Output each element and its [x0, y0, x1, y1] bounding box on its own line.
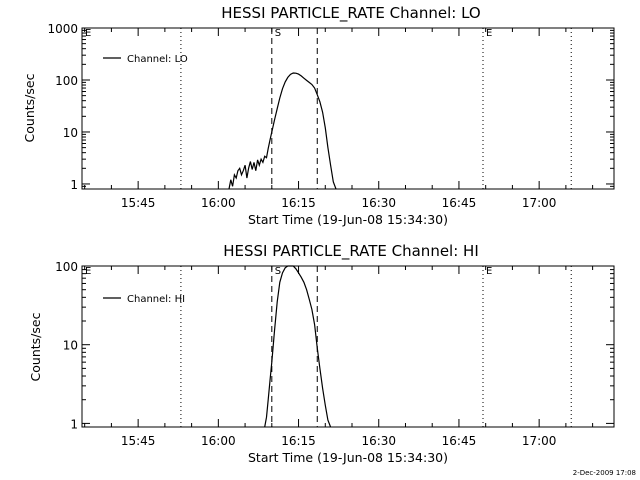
hi-x-axis: 15:45 16:00 16:15 16:30 16:45 17:00	[84, 266, 594, 448]
hi-marker-label: S	[275, 266, 281, 277]
hi-x-axis-label: Start Time (19-Jun-08 15:34:30)	[248, 450, 448, 465]
lo-y-tick-label: 100	[55, 74, 78, 88]
footer-timestamp: 2-Dec-2009 17:08	[573, 469, 636, 477]
hi-x-tick-label: 16:00	[201, 434, 236, 448]
lo-y-tick-label: 10	[63, 126, 78, 140]
hi-x-tick-label: 16:45	[442, 434, 477, 448]
hi-x-tick-label: 15:45	[121, 434, 156, 448]
lo-y-axis: 1 10 100 1000	[47, 22, 614, 192]
lo-x-axis: 15:45 16:00 16:15 16:30 16:45 17:00	[84, 28, 594, 210]
hi-marker-label: E	[85, 266, 91, 277]
lo-x-tick-label: 16:45	[442, 196, 477, 210]
hi-legend-label: Channel: HI	[127, 294, 185, 305]
hi-y-tick-label: 100	[55, 260, 78, 274]
lo-channel-chart: HESSI PARTICLE_RATE Channel: LO E S E 15:4…	[22, 4, 615, 227]
lo-y-tick-label: 1000	[47, 22, 78, 36]
hi-channel-chart: HESSI PARTICLE_RATE Channel: HI E S E 15:4…	[28, 242, 615, 465]
lo-y-axis-label: Counts/sec	[22, 73, 37, 142]
hi-marker-label: E	[486, 266, 492, 277]
lo-x-tick-label: 16:00	[201, 196, 236, 210]
hi-x-tick-label: 16:30	[361, 434, 396, 448]
lo-x-tick-label: 16:30	[361, 196, 396, 210]
hi-rate-series-line	[264, 265, 332, 428]
lo-x-tick-label: 17:00	[522, 196, 557, 210]
lo-marker-label: E	[85, 28, 91, 39]
hi-x-tick-label: 17:00	[522, 434, 557, 448]
lo-x-tick-label: 15:45	[121, 196, 156, 210]
lo-x-axis-label: Start Time (19-Jun-08 15:34:30)	[248, 212, 448, 227]
hi-y-axis: 1 10 100	[55, 260, 614, 431]
hi-y-axis-label: Counts/sec	[28, 312, 43, 381]
lo-marker-label: S	[275, 28, 281, 39]
hi-chart-title: HESSI PARTICLE_RATE Channel: HI	[223, 242, 479, 261]
hi-x-tick-label: 16:15	[281, 434, 316, 448]
lo-chart-title: HESSI PARTICLE_RATE Channel: LO	[221, 4, 480, 23]
lo-x-tick-label: 16:15	[281, 196, 316, 210]
hi-y-tick-label: 1	[70, 417, 78, 431]
lo-rate-series-line	[228, 72, 337, 190]
lo-marker-label: E	[486, 28, 492, 39]
hi-y-tick-label: 10	[63, 339, 78, 353]
lo-y-tick-label: 1	[70, 178, 78, 192]
lo-legend-label: Channel: LO	[127, 54, 188, 65]
